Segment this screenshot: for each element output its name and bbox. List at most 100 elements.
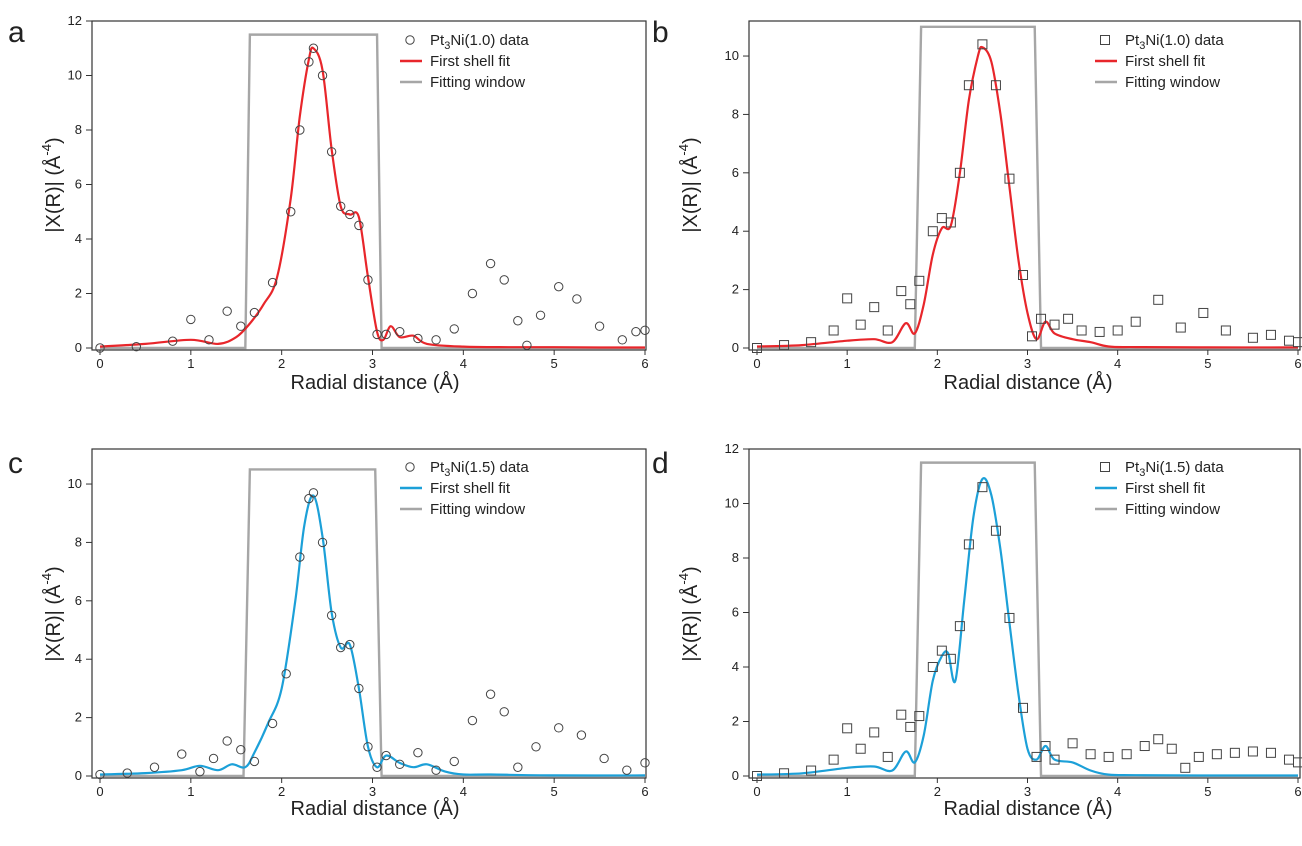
data-point xyxy=(485,689,496,699)
legend-data-rest: Ni(1.0) data xyxy=(1145,32,1224,49)
y-axis-title-close: ) xyxy=(43,566,65,573)
data-point xyxy=(499,707,509,717)
data-point xyxy=(326,147,337,157)
data-point xyxy=(95,343,105,353)
data-point xyxy=(945,217,956,228)
x-tick-label: 2 xyxy=(934,356,941,371)
x-tick-label: 1 xyxy=(844,356,851,371)
data-point xyxy=(1220,325,1231,336)
data-point xyxy=(249,307,260,318)
data-point xyxy=(372,329,382,340)
legend-data-label: Pt3Ni(1.5) data xyxy=(1125,459,1224,479)
data-point xyxy=(1283,754,1294,765)
data-point xyxy=(977,39,988,50)
data-point xyxy=(1004,173,1015,184)
data-point xyxy=(317,537,328,548)
data-point xyxy=(855,319,866,330)
data-point xyxy=(779,340,790,351)
data-point xyxy=(779,768,790,779)
data-point xyxy=(431,335,441,345)
data-point xyxy=(1049,754,1060,765)
x-tick-label: 5 xyxy=(551,784,558,799)
data-point xyxy=(413,333,423,344)
data-point xyxy=(1153,734,1164,745)
data-point xyxy=(1193,751,1204,762)
y-axis-title-main: |X(R)| (Å xyxy=(42,155,65,233)
data-point xyxy=(914,275,925,286)
data-point xyxy=(1180,762,1191,773)
legend-data-marker xyxy=(1100,35,1110,45)
data-point xyxy=(594,321,605,331)
x-tick-label: 6 xyxy=(641,356,648,371)
data-point xyxy=(1076,325,1087,336)
data-markers xyxy=(752,39,1302,353)
legend-data-subscript: 3 xyxy=(444,467,450,479)
data-point xyxy=(431,765,441,775)
data-point xyxy=(1121,749,1132,760)
data-point xyxy=(927,226,938,237)
data-point xyxy=(1049,319,1060,330)
data-point xyxy=(1027,331,1038,342)
data-point xyxy=(513,762,523,772)
legend-data-marker xyxy=(1100,462,1110,472)
data-point xyxy=(1085,749,1096,760)
data-point xyxy=(882,751,893,762)
y-tick-label: 2 xyxy=(75,286,82,301)
data-point xyxy=(963,80,974,91)
data-point xyxy=(249,756,260,767)
data-point xyxy=(977,482,988,493)
y-tick-label: 0 xyxy=(732,768,739,783)
data-point xyxy=(336,642,346,653)
y-axis-title: |X(R)| (Å-4) xyxy=(676,566,702,661)
data-point xyxy=(1067,738,1078,749)
data-point xyxy=(236,321,246,331)
y-axis-title-exponent: -4 xyxy=(39,573,54,585)
data-point xyxy=(467,288,478,299)
data-point xyxy=(1103,751,1114,762)
panel-label: c xyxy=(8,447,23,480)
data-point xyxy=(522,340,532,350)
first-shell-fit-line xyxy=(99,46,645,349)
y-axis-title-main: |X(R)| (Å xyxy=(679,584,702,662)
data-point xyxy=(828,325,839,336)
data-point xyxy=(1017,702,1028,713)
panel-b: b 0 1 2 3 4 5 6 0 2 4 6 8 10 Radial distance (Å) |X(R)|… xyxy=(652,16,1302,394)
x-tick-label: 4 xyxy=(460,356,467,371)
y-tick-label: 8 xyxy=(75,122,82,137)
data-point xyxy=(1198,307,1209,318)
data-point xyxy=(640,758,650,768)
data-point xyxy=(914,711,925,722)
y-tick-label: 10 xyxy=(725,496,739,511)
x-tick-label: 5 xyxy=(1204,356,1211,371)
data-point xyxy=(1017,270,1028,281)
data-point xyxy=(1040,741,1051,752)
legend-data-rest: Ni(1.5) data xyxy=(450,459,529,476)
panel-c: c 0 1 2 3 4 5 6 0 2 4 6 8 10 Radial distance (Å) |X(R)|… xyxy=(8,447,650,820)
data-point xyxy=(295,552,305,562)
data-point xyxy=(806,337,817,348)
data-point xyxy=(1175,322,1186,333)
data-point xyxy=(752,343,762,353)
data-point xyxy=(363,275,373,285)
data-point xyxy=(1293,337,1302,348)
data-point xyxy=(222,306,232,316)
data-point xyxy=(281,669,291,679)
plot-frame xyxy=(748,448,1301,779)
x-tick-label: 1 xyxy=(187,784,194,799)
x-tick-label: 4 xyxy=(460,784,467,799)
legend-fit-label: First shell fit xyxy=(430,480,511,497)
data-point xyxy=(485,258,496,269)
x-axis-title: Radial distance (Å) xyxy=(291,797,460,820)
legend-data-rest: Ni(1.0) data xyxy=(450,32,529,49)
y-tick-label: 4 xyxy=(75,231,82,246)
data-point xyxy=(869,302,880,313)
x-tick-label: 4 xyxy=(1114,784,1121,799)
x-tick-label: 2 xyxy=(278,784,285,799)
panel-label: d xyxy=(652,447,669,480)
x-tick-label: 5 xyxy=(551,356,558,371)
data-point xyxy=(535,310,546,320)
x-tick-label: 0 xyxy=(96,784,103,799)
data-point xyxy=(345,209,355,220)
first-shell-fit-line xyxy=(756,477,1298,777)
